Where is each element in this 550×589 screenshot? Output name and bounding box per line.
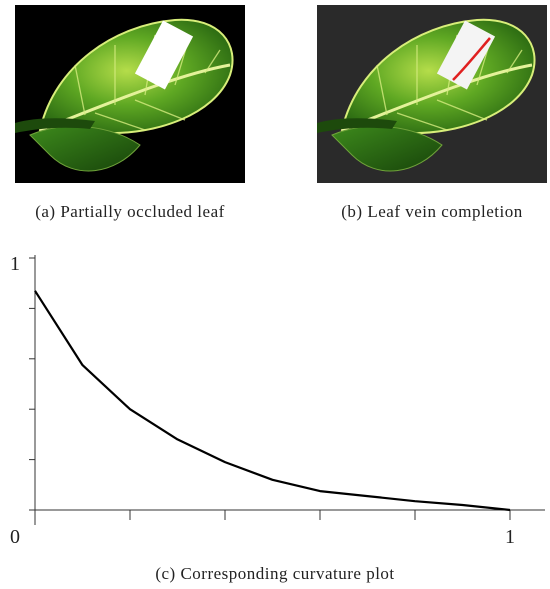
caption: (b) Leaf vein completion <box>341 202 522 221</box>
y-tick-label: 1 <box>10 253 20 275</box>
x-tick-label: 1 <box>505 526 515 548</box>
image-a <box>13 5 245 183</box>
image-b <box>315 5 547 183</box>
y-tick-label: 0 <box>10 526 20 548</box>
caption: (c) Corresponding curvature plot <box>155 564 394 583</box>
curve <box>34 290 511 512</box>
caption: (a) Partially occluded leaf <box>35 202 225 221</box>
